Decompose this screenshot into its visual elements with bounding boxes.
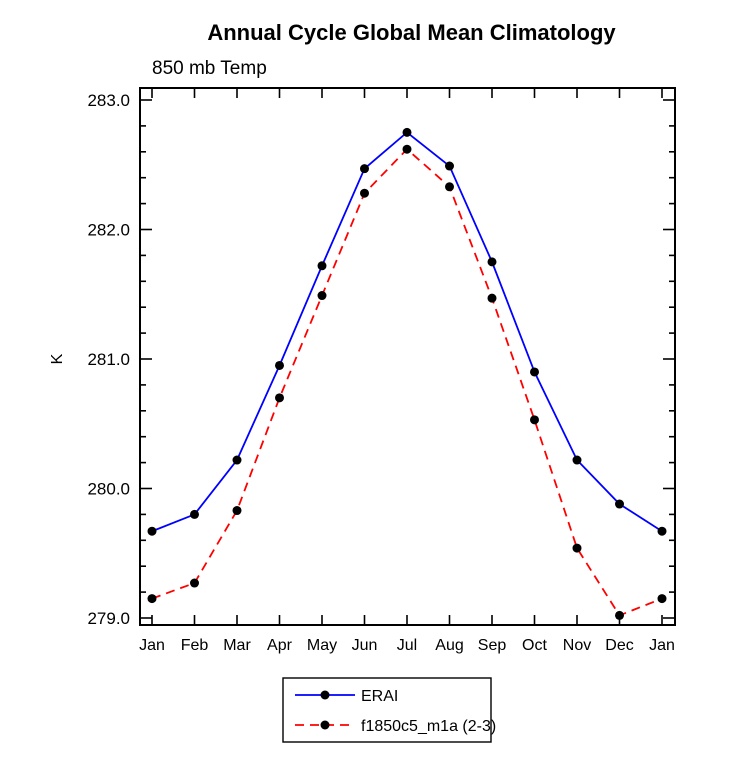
x-tick-label: Jan	[139, 637, 165, 654]
x-tick-label: Aug	[435, 637, 463, 654]
chart-subtitle: 850 mb Temp	[152, 58, 267, 79]
legend-label-0: ERAI	[361, 688, 398, 705]
x-tick-label: Oct	[522, 637, 547, 654]
y-tick-label: 279.0	[87, 609, 130, 628]
chart-title: Annual Cycle Global Mean Climatology	[207, 20, 616, 45]
y-tick-label: 280.0	[87, 480, 130, 499]
x-tick-label: Nov	[563, 637, 591, 654]
series-line-0	[151, 131, 663, 533]
y-tick-label: 281.0	[87, 350, 130, 369]
y-tick-label: 282.0	[87, 221, 130, 240]
y-tick-label: 283.0	[87, 91, 130, 110]
x-tick-label: Feb	[181, 637, 209, 654]
x-tick-label: Apr	[267, 637, 293, 654]
x-tick-label: May	[307, 637, 337, 654]
legend: ERAI f1850c5_m1a (2-3)	[282, 677, 496, 743]
x-tick-label: Jun	[352, 637, 378, 654]
x-tick-label: Sep	[478, 637, 507, 654]
x-tick-label: Jul	[397, 637, 417, 654]
x-tick-label: Jan	[649, 637, 675, 654]
series-markers-0	[147, 127, 667, 536]
legend-label-1: f1850c5_m1a (2-3)	[361, 718, 496, 735]
x-tick-label: Dec	[605, 637, 633, 654]
plot-frame	[139, 87, 676, 626]
y-axis-label: K	[49, 353, 66, 364]
series-line-1	[151, 147, 663, 617]
series-markers-1	[147, 144, 667, 620]
axis-ticks	[140, 88, 675, 625]
x-tick-label: Mar	[223, 637, 251, 654]
